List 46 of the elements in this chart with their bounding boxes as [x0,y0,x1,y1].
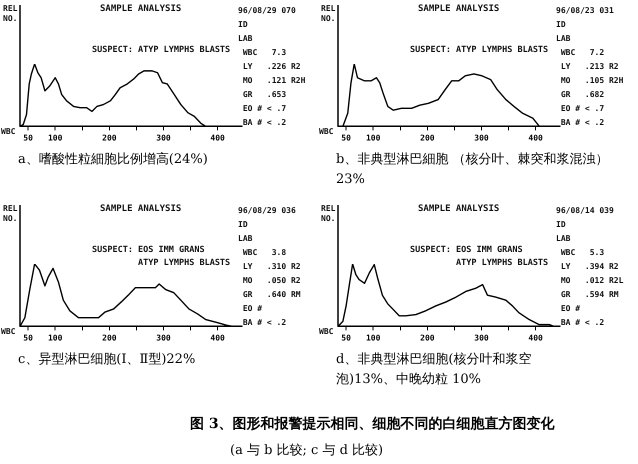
x-tick-label: 400 [210,333,226,342]
chart-title: SAMPLE ANALYSIS [418,204,500,214]
x-axis-title: WBC [1,127,16,137]
x-tick-label: 400 [528,133,544,142]
x-tick-label: 400 [528,333,544,342]
chart-title: SAMPLE ANALYSIS [100,204,182,214]
x-tick-label: 400 [210,133,226,142]
x-tick-label: 100 [48,133,63,142]
text: 96/08/23 031 ID LAB WBC 7.2 LY .213 R2 MO .105 R2H GR .682 EO # < .7 BA # < .2 [556,6,624,127]
x-tick-label: 200 [102,133,117,142]
annotation: SUSPECT: EOS IMM GRANS ATYP LYMPHS BLASTS [92,244,230,270]
x-axis-title: WBC [1,327,16,337]
text: 96/08/29 036 ID LAB WBC 3.8 LY .310 R2 MO .050 R2 GR .640 RM EO # BA # < .2 [238,206,301,327]
x-tick-label: 100 [366,133,381,142]
text: SUSPECT: ATYP LYMPHS BLASTS [92,44,230,57]
x-tick-label: 100 [48,333,63,342]
x-axis-title: WBC [319,127,334,137]
x-tick-label: 300 [156,133,171,142]
text: c、异型淋巴细胞(Ⅰ、Ⅱ型)22% [18,351,196,369]
y-axis-title: REL NO. [3,4,18,24]
y-axis-title: REL NO. [321,204,336,224]
x-tick-label: 50 [341,333,352,342]
y-axis-title: REL NO. [321,4,336,24]
x-tick-label: 200 [420,133,435,142]
x-tick-label: 50 [23,333,34,342]
text: 96/08/29 070 ID LAB WBC 7.3 LY .226 R2 MO .121 R2H GR .653 EO # < .7 BA # < .2 [238,6,306,127]
x-tick-label: 200 [102,333,117,342]
text: 96/08/14 039 ID LAB WBC 5.3 LY .394 R2 MO .012 R2L GR .594 RM EO # BA # < .2 [556,206,624,327]
text: b、非典型淋巴細胞 （核分叶、棘突和浆混浊）23% [336,151,610,189]
x-tick-label: 300 [156,333,171,342]
x-tick-label: 50 [23,133,34,142]
x-tick-label: 300 [474,133,489,142]
x-tick-label: 200 [420,333,435,342]
text: SUSPECT: ATYP LYMPHS BLASTS [410,44,548,57]
x-axis-title: WBC [319,327,334,337]
x-tick-label: 300 [474,333,489,342]
text: a、嗜酸性粒細胞比例增高(24%) [18,151,209,169]
chart-title: SAMPLE ANALYSIS [100,4,182,14]
annotation: SUSPECT: EOS IMM GRANS ATYP LYMPHS BLASTS [410,244,548,270]
x-tick-label: 50 [341,133,352,142]
x-tick-label: 100 [366,333,381,342]
chart-title: SAMPLE ANALYSIS [418,4,500,14]
text: (a 与 b 比较; c 与 d 比较) [230,442,384,459]
text: d、非典型淋巴细胞(核分叶和浆空泡)13%、中晚幼粒 10% [336,351,532,389]
caption: 图 3、图形和报警提示相同、细胞不同的白细胞直方图变化 [190,415,555,433]
y-axis-title: REL NO. [3,204,18,224]
